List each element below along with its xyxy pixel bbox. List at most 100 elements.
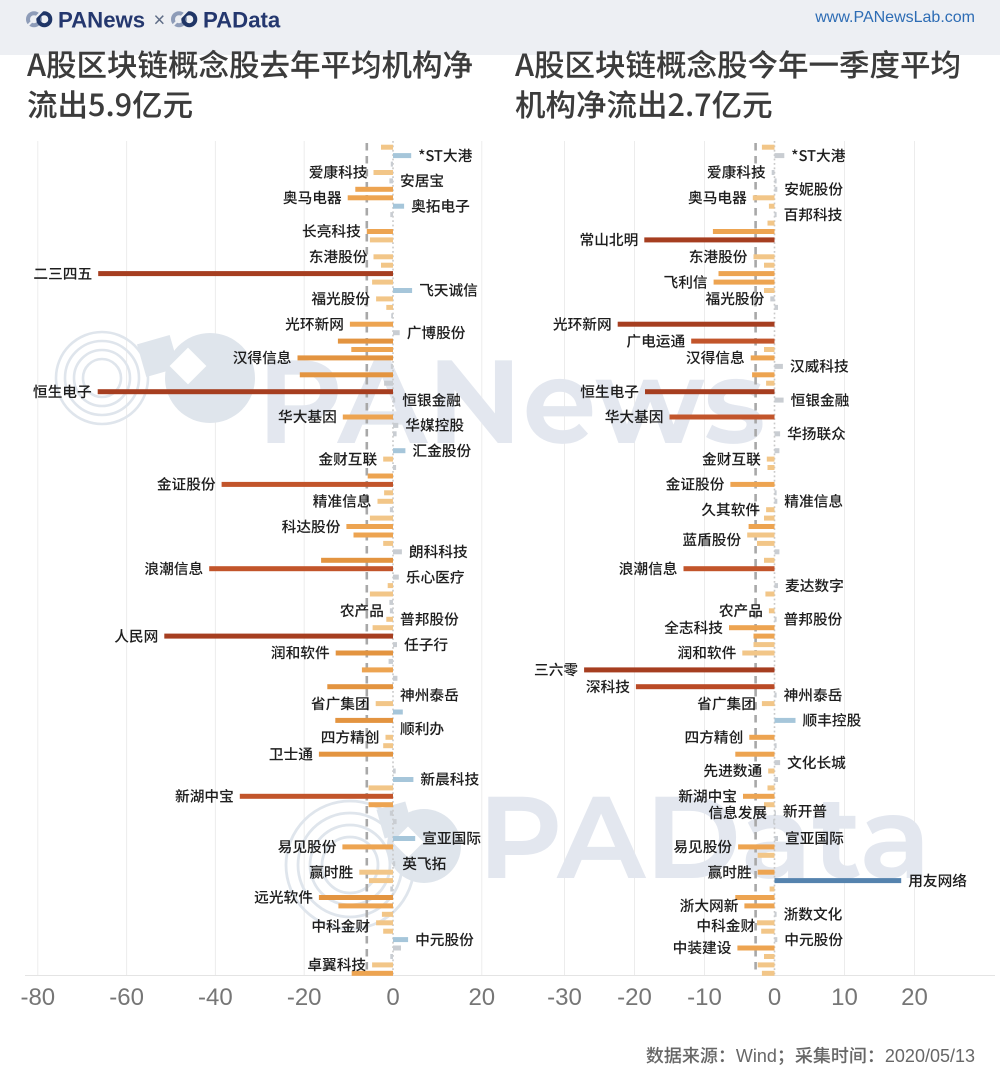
svg-text:卓翼科技: 卓翼科技 — [307, 954, 366, 975]
svg-text:PANews: PANews — [58, 8, 145, 33]
svg-text:常山北明: 常山北明 — [580, 229, 639, 250]
svg-text:赢时胜: 赢时胜 — [708, 861, 752, 882]
svg-text:飞利信: 飞利信 — [664, 271, 708, 292]
svg-text:中元股份: 中元股份 — [784, 929, 843, 950]
svg-text:顺利办: 顺利办 — [400, 718, 444, 739]
svg-text:-20: -20 — [287, 984, 322, 1011]
svg-text:汇金股份: 汇金股份 — [412, 440, 471, 461]
svg-text:润和软件: 润和软件 — [271, 642, 330, 663]
svg-text:华媒控股: 华媒控股 — [405, 415, 464, 436]
svg-text:农产品: 农产品 — [340, 600, 384, 621]
svg-text:宣亚国际: 宣亚国际 — [785, 828, 844, 849]
svg-text:东港股份: 东港股份 — [309, 246, 368, 267]
svg-text:农产品: 农产品 — [719, 600, 763, 621]
svg-text:易见股份: 易见股份 — [673, 836, 732, 857]
svg-text:华大基因: 华大基因 — [278, 406, 337, 427]
svg-text:福光股份: 福光股份 — [706, 288, 765, 309]
svg-text:奥马电器: 奥马电器 — [688, 187, 747, 208]
svg-text:广博股份: 广博股份 — [407, 322, 466, 343]
svg-text:金财互联: 金财互联 — [702, 448, 761, 469]
svg-text:安妮股份: 安妮股份 — [784, 179, 843, 200]
svg-text:中科金财: 中科金财 — [696, 915, 755, 936]
svg-text:-20: -20 — [617, 984, 652, 1011]
svg-text:恒银金融: 恒银金融 — [791, 389, 850, 410]
svg-text:顺丰控股: 顺丰控股 — [803, 710, 862, 731]
svg-text:20: 20 — [468, 984, 495, 1011]
svg-text:中装建设: 中装建设 — [673, 937, 732, 958]
svg-text:精准信息: 精准信息 — [313, 491, 372, 512]
svg-text:汉威科技: 汉威科技 — [790, 356, 849, 377]
svg-text:用友网络: 用友网络 — [908, 870, 967, 891]
svg-text:东港股份: 东港股份 — [689, 246, 748, 267]
svg-text:文化长城: 文化长城 — [787, 752, 846, 773]
svg-text:麦达数字: 麦达数字 — [785, 575, 844, 596]
svg-text:10: 10 — [831, 984, 858, 1011]
svg-text:PAData: PAData — [478, 767, 931, 908]
svg-text:普邦股份: 普邦股份 — [784, 609, 843, 630]
svg-text:恒生电子: 恒生电子 — [33, 381, 92, 402]
svg-text:安居宝: 安居宝 — [400, 170, 444, 191]
svg-text:乐心医疗: 乐心医疗 — [406, 566, 465, 587]
svg-text:中元股份: 中元股份 — [415, 929, 474, 950]
svg-text:任子行: 任子行 — [404, 634, 448, 655]
svg-text:省广集团: 省广集团 — [311, 693, 370, 714]
svg-text:远光软件: 远光软件 — [254, 887, 313, 908]
svg-text:润和软件: 润和软件 — [678, 642, 737, 663]
svg-text:恒银金融: 恒银金融 — [402, 389, 461, 410]
svg-text:奥拓电子: 奥拓电子 — [411, 195, 470, 216]
svg-text:二三四五: 二三四五 — [33, 263, 92, 284]
svg-text:省广集团: 省广集团 — [697, 693, 756, 714]
svg-text:人民网: 人民网 — [114, 625, 158, 646]
svg-text:浙数文化: 浙数文化 — [784, 904, 843, 925]
svg-text:×: × — [153, 10, 165, 32]
svg-text:金证股份: 金证股份 — [666, 474, 725, 495]
svg-text:-80: -80 — [20, 984, 55, 1011]
svg-text:中科金财: 中科金财 — [311, 916, 370, 937]
svg-text:金财互联: 金财互联 — [318, 448, 377, 469]
svg-text:四方精创: 四方精创 — [321, 727, 380, 748]
svg-text:赢时胜: 赢时胜 — [309, 861, 353, 882]
svg-text:*ST大港: *ST大港 — [418, 145, 472, 166]
svg-text:光环新网: 光环新网 — [553, 313, 612, 334]
svg-text:奥马电器: 奥马电器 — [283, 187, 342, 208]
svg-text:新湖中宝: 新湖中宝 — [175, 786, 234, 807]
svg-text:广电运通: 广电运通 — [626, 330, 685, 351]
svg-text:神州泰岳: 神州泰岳 — [400, 684, 459, 705]
svg-text:PANews: PANews — [257, 329, 765, 473]
svg-text:信息发展: 信息发展 — [708, 802, 767, 823]
svg-text:朗科科技: 朗科科技 — [409, 541, 468, 562]
svg-text:先进数通: 先进数通 — [703, 760, 762, 781]
svg-text:全志科技: 全志科技 — [664, 617, 723, 638]
svg-text:易见股份: 易见股份 — [278, 836, 337, 857]
svg-text:久其软件: 久其软件 — [701, 499, 760, 520]
svg-text:-30: -30 — [547, 984, 582, 1011]
svg-text:汉得信息: 汉得信息 — [233, 347, 292, 368]
svg-text:浪潮信息: 浪潮信息 — [144, 558, 203, 579]
svg-text:卫士通: 卫士通 — [269, 743, 313, 764]
svg-text:英飞拓: 英飞拓 — [402, 853, 446, 874]
svg-text:*ST大港: *ST大港 — [791, 145, 845, 166]
svg-text:0: 0 — [386, 984, 399, 1011]
svg-text:蓝盾股份: 蓝盾股份 — [682, 529, 741, 550]
svg-text:普邦股份: 普邦股份 — [400, 609, 459, 630]
svg-text:新晨科技: 新晨科技 — [420, 769, 479, 790]
svg-text:金证股份: 金证股份 — [157, 474, 216, 495]
svg-text:爱康科技: 爱康科技 — [707, 162, 766, 183]
svg-text:20: 20 — [901, 984, 928, 1011]
svg-text:精准信息: 精准信息 — [784, 491, 843, 512]
svg-text:PAData: PAData — [203, 8, 281, 33]
svg-text:飞天诚信: 飞天诚信 — [419, 280, 478, 301]
svg-text:新湖中宝: 新湖中宝 — [678, 786, 737, 807]
svg-text:宣亚国际: 宣亚国际 — [422, 828, 481, 849]
svg-text:-60: -60 — [109, 984, 144, 1011]
svg-text:浪潮信息: 浪潮信息 — [619, 558, 678, 579]
svg-text:福光股份: 福光股份 — [311, 288, 370, 309]
svg-text:深科技: 深科技 — [586, 676, 630, 697]
svg-text:华扬联众: 华扬联众 — [787, 423, 846, 444]
svg-text:神州泰岳: 神州泰岳 — [784, 684, 843, 705]
svg-text:新开普: 新开普 — [783, 801, 827, 822]
svg-text:百邦科技: 百邦科技 — [784, 204, 843, 225]
svg-text:恒生电子: 恒生电子 — [580, 381, 639, 402]
svg-text:华大基因: 华大基因 — [605, 406, 664, 427]
svg-text:浙大网新: 浙大网新 — [680, 895, 739, 916]
